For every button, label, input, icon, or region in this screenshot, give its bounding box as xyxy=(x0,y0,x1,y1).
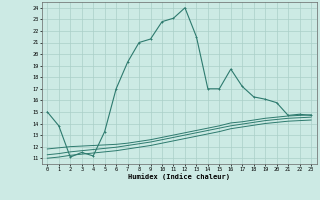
X-axis label: Humidex (Indice chaleur): Humidex (Indice chaleur) xyxy=(128,173,230,180)
